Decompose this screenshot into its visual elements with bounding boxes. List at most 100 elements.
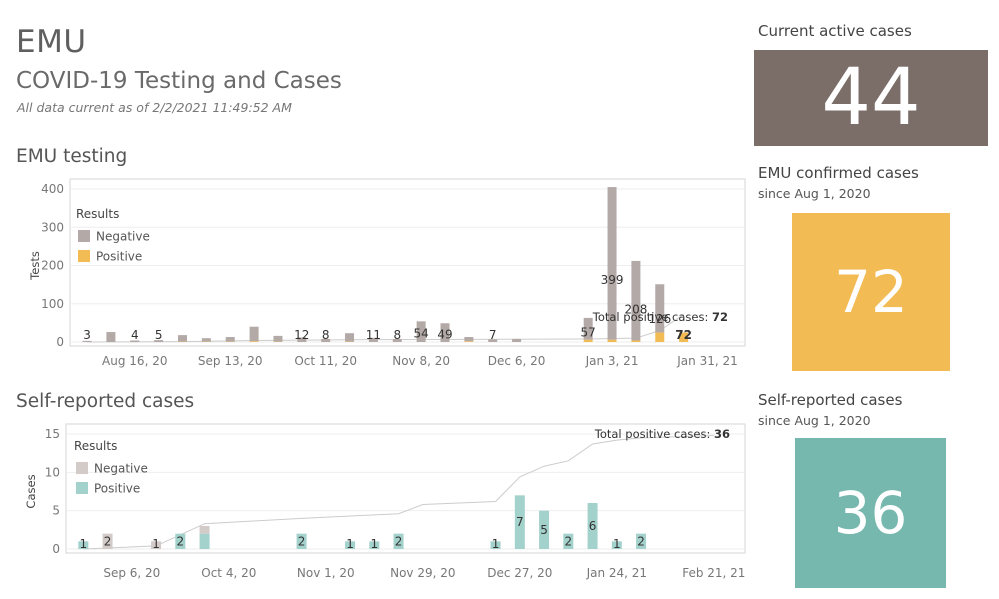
active-cases-label: Current active cases bbox=[758, 22, 912, 40]
bar-positive bbox=[611, 541, 622, 549]
bar-positive bbox=[587, 503, 598, 549]
y-axis-label: Cases bbox=[24, 474, 38, 508]
plot-frame bbox=[65, 423, 746, 554]
bar-negative bbox=[151, 541, 162, 549]
bar-positive bbox=[175, 533, 186, 549]
data-label: 3 bbox=[83, 328, 91, 342]
bar-positive bbox=[393, 533, 404, 549]
cumulative-line bbox=[83, 435, 714, 550]
data-label: 5 bbox=[540, 523, 548, 537]
y-tick-label: 100 bbox=[41, 297, 64, 311]
data-label: 12 bbox=[294, 328, 309, 342]
bar-positive bbox=[490, 541, 501, 549]
self-reported-cases-tile: 36 bbox=[795, 438, 946, 588]
bar-negative bbox=[416, 321, 426, 342]
bar-negative bbox=[631, 260, 641, 341]
bar-negative bbox=[249, 326, 259, 342]
bar-negative bbox=[154, 340, 164, 342]
y-tick-label: 10 bbox=[45, 465, 60, 479]
data-label: 208 bbox=[624, 303, 647, 317]
data-label: 1 bbox=[492, 537, 500, 551]
bar-positive bbox=[369, 541, 380, 549]
legend-swatch-positive bbox=[78, 250, 90, 262]
legend-label-positive: Positive bbox=[96, 250, 142, 264]
page-title: EMU bbox=[16, 24, 87, 60]
self-reported-section-title: Self-reported cases bbox=[16, 391, 195, 412]
active-cases-value: 44 bbox=[821, 53, 921, 143]
bar-positive bbox=[249, 341, 259, 342]
total-positive-value: 36 bbox=[714, 427, 730, 441]
x-tick-label: Nov 1, 20 bbox=[297, 566, 355, 580]
bar-negative bbox=[199, 526, 210, 534]
bar-negative bbox=[102, 533, 113, 549]
data-label: 7 bbox=[489, 328, 497, 342]
bar-negative bbox=[488, 339, 498, 342]
x-tick-label: Nov 8, 20 bbox=[392, 354, 450, 368]
data-label: 72 bbox=[675, 328, 692, 342]
bar-positive bbox=[679, 332, 689, 342]
confirmed-cases-tile: 72 bbox=[792, 213, 950, 371]
legend-title: Results bbox=[74, 439, 117, 453]
bar-positive bbox=[583, 339, 593, 342]
y-tick-label: 400 bbox=[41, 182, 64, 196]
bar-negative bbox=[106, 332, 116, 342]
x-tick-label: Jan 3, 21 bbox=[585, 354, 639, 368]
legend-swatch-positive bbox=[76, 482, 88, 494]
x-tick-label: Jan 31, 21 bbox=[676, 354, 737, 368]
bar-negative bbox=[440, 323, 450, 342]
y-tick-label: 200 bbox=[41, 259, 64, 273]
data-label: 54 bbox=[413, 327, 428, 341]
x-tick-label: Aug 16, 20 bbox=[102, 354, 167, 368]
y-tick-label: 0 bbox=[52, 542, 60, 556]
bar-positive bbox=[514, 495, 525, 549]
bar-positive bbox=[78, 541, 89, 549]
x-tick-label: Dec 27, 20 bbox=[487, 566, 552, 580]
testing-chart: 0 100 200 300 400 Tests Aug 16, 20 Sep 13, 20 Oc… bbox=[28, 178, 746, 368]
confirmed-cases-label: EMU confirmed cases bbox=[758, 164, 919, 182]
legend-title: Results bbox=[76, 207, 119, 221]
legend-label-negative: Negative bbox=[96, 230, 150, 244]
confirmed-cases-subtitle: since Aug 1, 2020 bbox=[758, 186, 871, 201]
data-label: 1 bbox=[152, 537, 160, 551]
data-label: 2 bbox=[637, 534, 645, 548]
bar-positive bbox=[539, 510, 550, 549]
x-tick-label: Jan 24, 21 bbox=[586, 566, 647, 580]
bar-negative bbox=[464, 337, 474, 342]
bar-negative bbox=[368, 337, 378, 342]
total-positive-label: Total positive cases: bbox=[594, 427, 714, 441]
bar-positive bbox=[607, 339, 617, 342]
x-tick-label: Oct 4, 20 bbox=[201, 566, 256, 580]
bar-negative bbox=[130, 340, 140, 342]
x-tick-label: Oct 11, 20 bbox=[294, 354, 357, 368]
bar-negative bbox=[82, 340, 92, 342]
legend-label-negative: Negative bbox=[94, 462, 148, 476]
bar-negative bbox=[321, 338, 331, 342]
bar-positive bbox=[296, 533, 307, 549]
bar-negative bbox=[655, 284, 665, 333]
bar-negative bbox=[583, 317, 593, 340]
self-reported-cases-subtitle: since Aug 1, 2020 bbox=[758, 413, 871, 428]
data-label: 1 bbox=[613, 537, 621, 551]
x-tick-label: Nov 29, 20 bbox=[390, 566, 455, 580]
total-positive-label: Total positive cases: bbox=[592, 310, 712, 324]
bar-positive bbox=[345, 541, 356, 549]
y-axis-label: Tests bbox=[28, 251, 42, 281]
data-label: 1 bbox=[80, 537, 88, 551]
bar-positive bbox=[464, 341, 474, 342]
bar-positive bbox=[563, 533, 574, 549]
data-label: 6 bbox=[589, 519, 597, 533]
bar-positive bbox=[636, 533, 647, 549]
bar-negative bbox=[512, 338, 522, 342]
bar-negative bbox=[225, 337, 235, 342]
data-label: 1 bbox=[346, 537, 354, 551]
data-timestamp: All data current as of 2/2/2021 11:49:52… bbox=[17, 100, 292, 115]
total-positive-annotation: Total positive cases: 36 bbox=[594, 427, 730, 441]
bar-negative bbox=[345, 333, 355, 342]
bar-negative bbox=[392, 338, 402, 342]
x-tick-label: Sep 6, 20 bbox=[103, 566, 160, 580]
data-label: 2 bbox=[395, 534, 403, 548]
legend-label-positive: Positive bbox=[94, 482, 140, 496]
bar-positive bbox=[655, 332, 665, 342]
self-reported-cases-value: 36 bbox=[833, 479, 908, 547]
